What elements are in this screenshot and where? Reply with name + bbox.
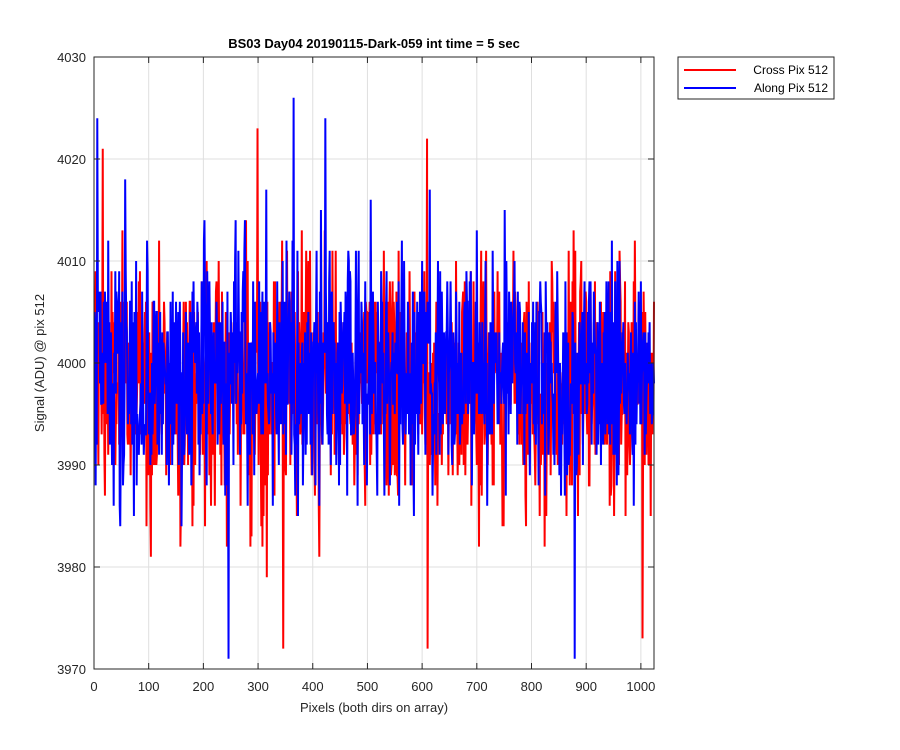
x-tick-label: 600 (411, 679, 433, 694)
x-tick-label: 100 (138, 679, 160, 694)
x-tick-label: 0 (90, 679, 97, 694)
series-layer (93, 97, 655, 659)
x-tick-label: 900 (575, 679, 597, 694)
y-tick-label: 3980 (57, 560, 86, 575)
y-axis-label: Signal (ADU) @ pix 512 (32, 294, 47, 432)
legend-label-along-pix: Along Pix 512 (754, 81, 828, 95)
y-tick-label: 4030 (57, 50, 86, 65)
y-tick-label: 4020 (57, 152, 86, 167)
legend-label-cross-pix: Cross Pix 512 (753, 63, 828, 77)
legend-box (677, 56, 835, 100)
x-tick-label: 1000 (626, 679, 655, 694)
x-tick-label: 400 (302, 679, 324, 694)
tick-labels: 0 100 200 300 400 500 600 700 800 900 1000 3970 3980… (57, 50, 655, 694)
legend[interactable]: Cross Pix 512 Along Pix 512 (677, 56, 835, 100)
x-tick-label: 300 (247, 679, 269, 694)
ticks (93, 56, 654, 670)
chart-title: BS03 Day04 20190115-Dark-059 int time = … (228, 36, 520, 51)
x-axis-label: Pixels (both dirs on array) (300, 700, 448, 715)
series-line-1 (93, 97, 655, 659)
y-tick-label: 3970 (57, 662, 86, 677)
y-tick-label: 4000 (57, 356, 86, 371)
x-tick-label: 500 (357, 679, 379, 694)
y-tick-label: 4010 (57, 254, 86, 269)
x-tick-label: 200 (193, 679, 215, 694)
y-tick-label: 3990 (57, 458, 86, 473)
x-tick-label: 800 (521, 679, 543, 694)
x-tick-label: 700 (466, 679, 488, 694)
